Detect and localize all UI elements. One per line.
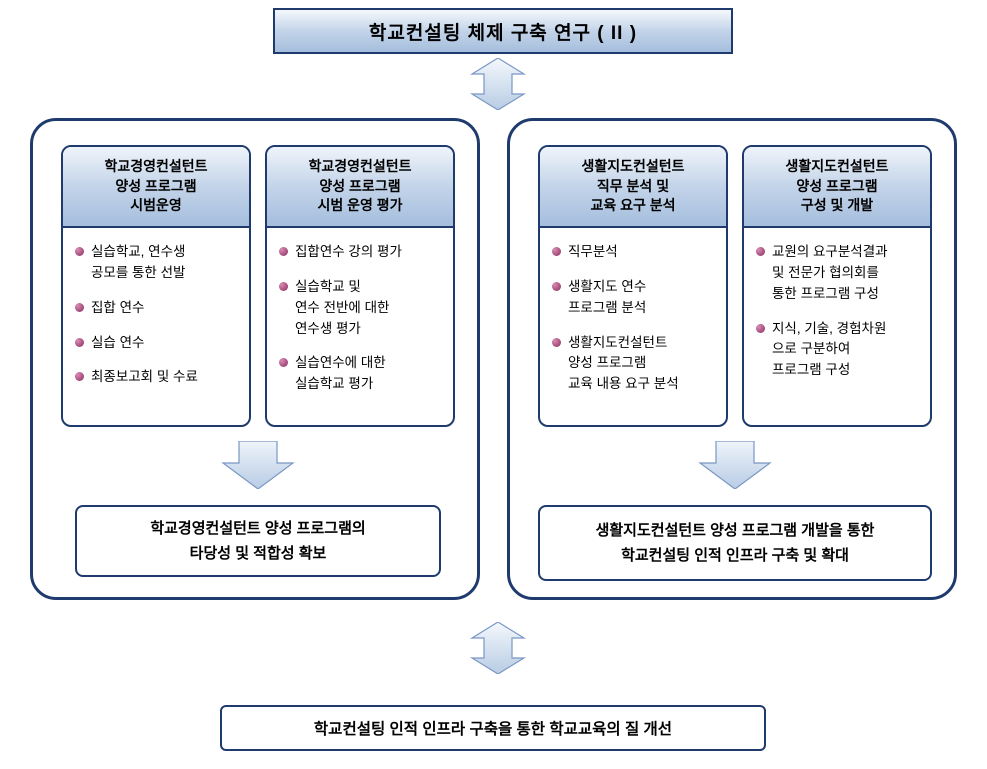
title-text: 학교컨설팅 체제 구축 연구 ( II ) [369,18,637,45]
arrow-down-right [698,441,772,489]
bullet: 최종보고회 및 수료 [75,367,239,388]
bullet: 생활지도 연수프로그램 분석 [552,277,716,319]
left-card-1: 학교경영컨설턴트양성 프로그램시범운영 실습학교, 연수생공모를 통한 선발 집… [61,145,251,427]
header-text: 생활지도컨설턴트양성 프로그램구성 및 개발 [785,158,888,213]
card-header: 학교경영컨설턴트양성 프로그램시범 운영 평가 [267,147,453,228]
bullet: 집합연수 강의 평가 [279,242,443,263]
bottom-box: 학교컨설팅 인적 인프라 구축을 통한 학교교육의 질 개선 [220,705,766,751]
arrow-down-left [221,441,295,489]
card-header: 학교경영컨설턴트양성 프로그램시범운영 [63,147,249,228]
header-text: 생활지도컨설턴트직무 분석 및교육 요구 분석 [581,158,684,213]
header-text: 학교경영컨설턴트양성 프로그램시범 운영 평가 [308,158,411,213]
title-box: 학교컨설팅 체제 구축 연구 ( II ) [273,8,733,54]
arrow-bidir-top [468,58,528,110]
bullet: 교원의 요구분석결과및 전문가 협의회를통한 프로그램 구성 [756,242,920,305]
right-panel: 생활지도컨설턴트직무 분석 및교육 요구 분석 직무분석 생활지도 연수프로그램… [507,118,957,600]
bottom-text: 학교컨설팅 인적 인프라 구축을 통한 학교교육의 질 개선 [314,717,672,739]
right-card-2: 생활지도컨설턴트양성 프로그램구성 및 개발 교원의 요구분석결과및 전문가 협… [742,145,932,427]
arrow-bidir-bottom [468,622,528,674]
card-header: 생활지도컨설턴트양성 프로그램구성 및 개발 [744,147,930,228]
left-panel: 학교경영컨설턴트양성 프로그램시범운영 실습학교, 연수생공모를 통한 선발 집… [30,118,480,600]
bullet: 생활지도컨설턴트양성 프로그램교육 내용 요구 분석 [552,333,716,396]
header-text: 학교경영컨설턴트양성 프로그램시범운영 [104,158,207,213]
result-text: 생활지도컨설턴트 양성 프로그램 개발을 통한학교컨설팅 인적 인프라 구축 및… [596,518,875,569]
right-card-1: 생활지도컨설턴트직무 분석 및교육 요구 분석 직무분석 생활지도 연수프로그램… [538,145,728,427]
card-body: 집합연수 강의 평가 실습학교 및연수 전반에 대한연수생 평가 실습연수에 대… [267,228,453,410]
bullet: 실습 연수 [75,333,239,354]
bullet: 실습학교, 연수생공모를 통한 선발 [75,242,239,284]
bullet: 직무분석 [552,242,716,263]
bullet: 집합 연수 [75,298,239,319]
card-body: 직무분석 생활지도 연수프로그램 분석 생활지도컨설턴트양성 프로그램교육 내용… [540,228,726,410]
left-card-2: 학교경영컨설턴트양성 프로그램시범 운영 평가 집합연수 강의 평가 실습학교 … [265,145,455,427]
card-header: 생활지도컨설턴트직무 분석 및교육 요구 분석 [540,147,726,228]
card-body: 실습학교, 연수생공모를 통한 선발 집합 연수 실습 연수 최종보고회 및 수… [63,228,249,403]
result-text: 학교경영컨설턴트 양성 프로그램의타당성 및 적합성 확보 [150,516,365,567]
bullet: 실습연수에 대한실습학교 평가 [279,353,443,395]
bullet: 실습학교 및연수 전반에 대한연수생 평가 [279,277,443,340]
right-result: 생활지도컨설턴트 양성 프로그램 개발을 통한학교컨설팅 인적 인프라 구축 및… [538,505,932,581]
left-result: 학교경영컨설턴트 양성 프로그램의타당성 및 적합성 확보 [75,505,441,577]
bullet: 지식, 기술, 경험차원으로 구분하여프로그램 구성 [756,319,920,382]
card-body: 교원의 요구분석결과및 전문가 협의회를통한 프로그램 구성 지식, 기술, 경… [744,228,930,396]
